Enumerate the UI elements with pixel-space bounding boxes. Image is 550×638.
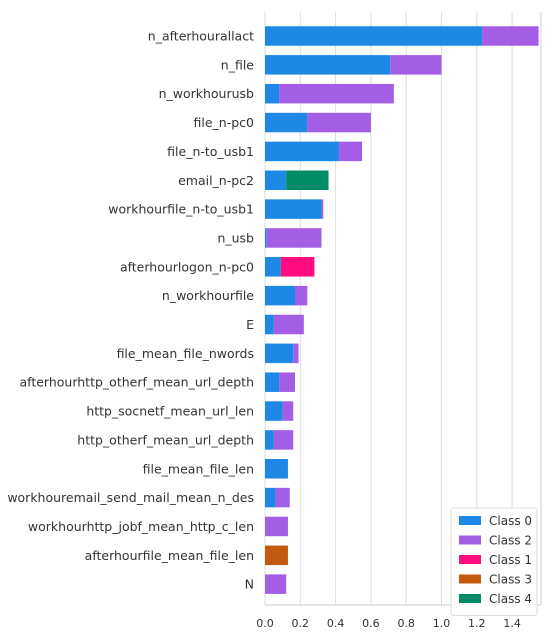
category-label: file_n-pc0 (194, 115, 255, 130)
bar-segment (280, 257, 315, 277)
category-label: n_usb (217, 230, 254, 245)
bar-segment (279, 83, 394, 104)
category-label: email_n-pc2 (178, 173, 254, 188)
x-tick-label: 0.2 (292, 617, 310, 630)
category-label: file_mean_file_len (143, 461, 254, 476)
bar-segment (282, 401, 294, 421)
bar-segment (265, 430, 274, 450)
bar-segment (265, 141, 340, 162)
category-label: afterhourlogon_n-pc0 (120, 259, 254, 274)
bars (265, 26, 539, 594)
x-tick-label: 1.0 (433, 617, 451, 630)
legend-box (450, 507, 538, 616)
legend-swatch (459, 594, 481, 603)
bar-segment (265, 459, 288, 479)
bar-segment (265, 199, 322, 219)
category-label: file_mean_file_nwords (117, 346, 254, 361)
bar-segment (265, 372, 280, 392)
legend-swatch (459, 516, 481, 525)
category-label: E (246, 317, 254, 332)
bar-segment (265, 257, 281, 277)
category-label: file_n-to_usb1 (167, 144, 254, 159)
bar-segment (390, 55, 442, 75)
category-label: workhourhttp_jobf_mean_http_c_len (28, 519, 254, 534)
bar-segment (265, 343, 294, 364)
bar-segment (265, 401, 283, 421)
legend-label: Class 2 (489, 534, 532, 548)
bar-segment (266, 228, 322, 248)
bar-segment (265, 314, 274, 335)
legend-label: Class 1 (489, 553, 532, 567)
bar-segment (265, 83, 280, 104)
bar-segment (265, 170, 287, 190)
bar-segment (295, 285, 308, 306)
category-label: workhourfile_n-to_usb1 (108, 202, 254, 217)
bar-segment (265, 55, 391, 75)
category-label: n_workhourfile (162, 288, 254, 303)
category-label: http_otherf_mean_url_depth (77, 432, 254, 447)
grid-lines (264, 12, 542, 606)
legend: Class 0 Class 2 Class 1 Class 3 Class 4 (450, 507, 538, 616)
x-tick-label: 0.6 (362, 617, 380, 630)
category-label: workhouremail_send_mail_mean_n_des (7, 490, 254, 505)
bar-segment (273, 314, 304, 335)
category-labels: n_afterhourallact n_file n_workhourusbfile… (7, 29, 254, 592)
bar-segment (265, 228, 267, 248)
category-label: afterhourhttp_otherf_mean_url_depth (20, 375, 255, 390)
bar-segment (321, 199, 324, 219)
x-tick-label: 0.4 (327, 617, 345, 630)
category-label: n_file (221, 57, 255, 72)
legend-label: Class 4 (489, 592, 532, 606)
legend-label: Class 0 (489, 514, 532, 528)
category-label: afterhourfile_mean_file_len (85, 548, 254, 563)
category-label: http_socnetf_mean_url_len (86, 404, 254, 419)
bar-segment (265, 112, 308, 133)
bar-segment (275, 487, 290, 508)
bar-segment (265, 487, 276, 508)
bar-segment (265, 285, 296, 306)
legend-swatch (459, 574, 481, 584)
bar-segment (265, 26, 483, 46)
bar-segment (482, 26, 539, 46)
category-label: n_afterhourallact (148, 29, 254, 44)
legend-label: Class 3 (489, 573, 532, 587)
legend-swatch (459, 535, 481, 545)
bar-segment (286, 170, 329, 190)
bar-segment (293, 343, 299, 364)
bar-segment (265, 545, 288, 566)
x-tick-label: 1.2 (468, 617, 486, 630)
bar-segment (307, 112, 371, 133)
bar-segment (265, 574, 287, 594)
bar-segment (339, 141, 363, 162)
category-label: n_workhourusb (159, 86, 254, 101)
x-tick-label: 1.4 (503, 617, 521, 630)
x-axis: 0.0 0.2 0.4 0.6 0.8 1.0 1.2 1.4 (256, 617, 521, 630)
category-label: N (245, 577, 254, 592)
x-tick-label: 0.0 (256, 617, 274, 630)
bar-segment (273, 430, 294, 450)
bar-segment (279, 372, 296, 392)
bar-segment (265, 516, 288, 537)
x-tick-label: 0.8 (397, 617, 415, 630)
legend-swatch (459, 555, 481, 564)
